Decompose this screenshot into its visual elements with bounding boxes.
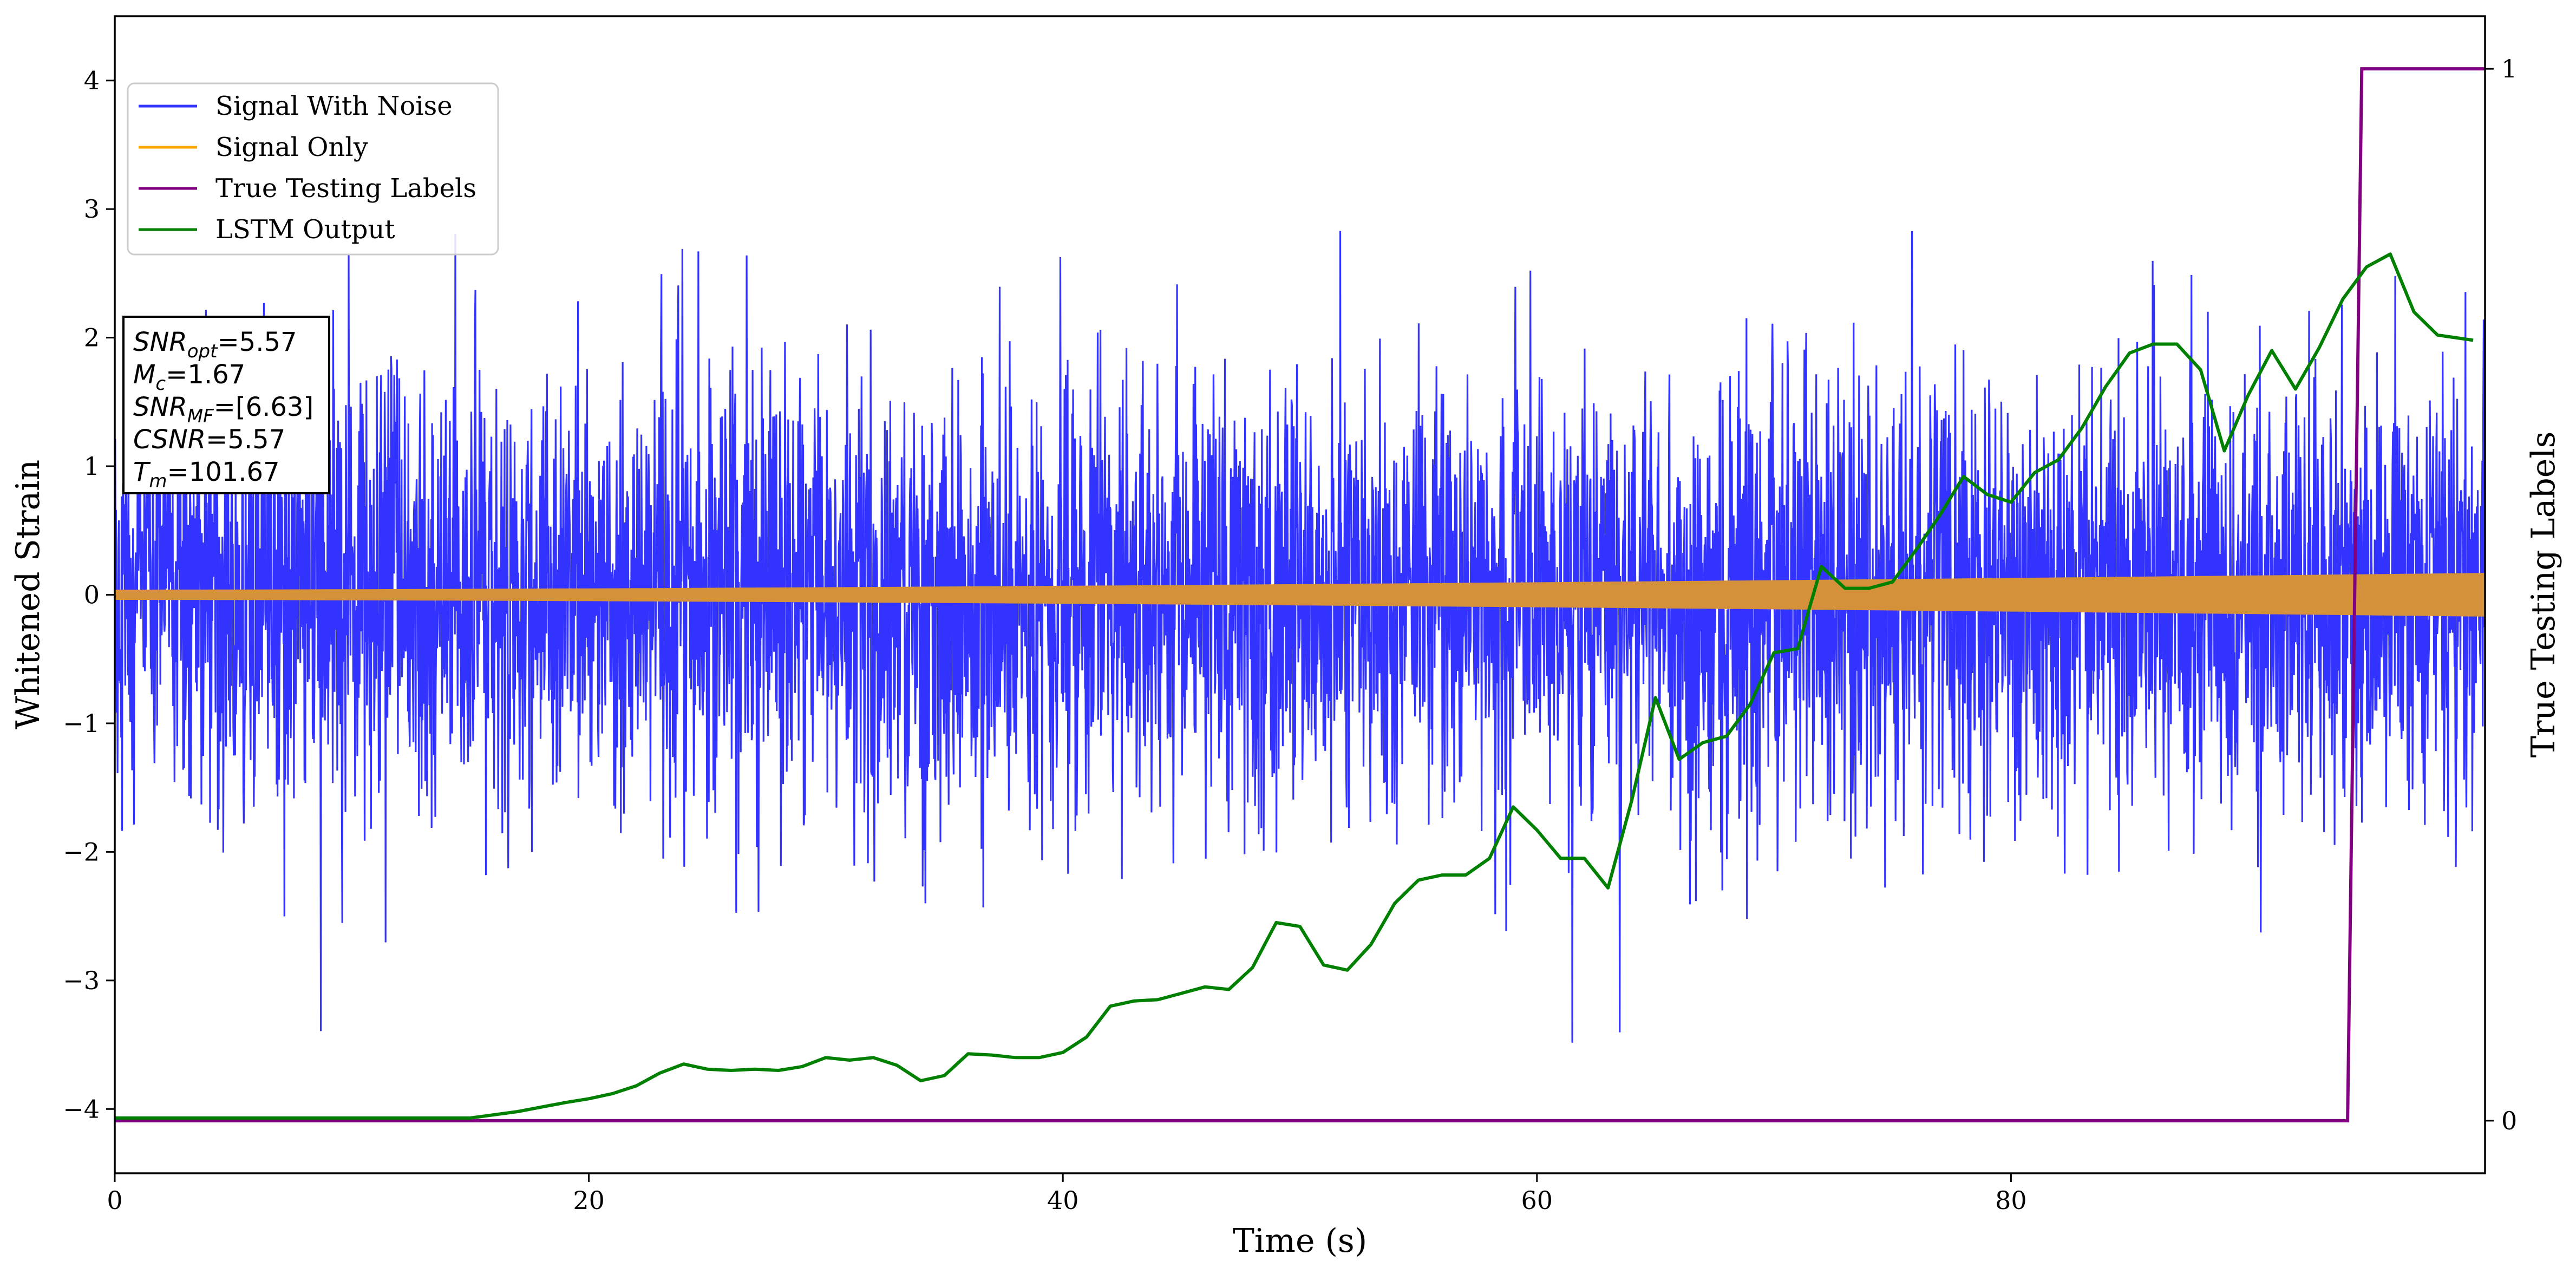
x-axis: 0 20 40 60 80 — [107, 1173, 2027, 1215]
y2-axis: 01 — [2485, 54, 2517, 1135]
y-tick-label: 3 — [84, 194, 100, 224]
annotation-subscript: c — [155, 373, 166, 395]
legend-entry: True Testing Labels — [215, 173, 476, 204]
y-tick-label: −2 — [63, 837, 100, 866]
legend-entry: Signal With Noise — [215, 91, 453, 121]
x-tick-label: 60 — [1521, 1186, 1553, 1215]
annotation-line: Mc=1.67 — [133, 360, 245, 395]
annotation-value: =[6.63] — [214, 392, 314, 422]
annotation-line: CSNR=5.57 — [133, 424, 285, 455]
annotation-symbol: M — [133, 360, 155, 390]
annotation-symbol: CSNR — [133, 424, 206, 455]
x-axis-title: Time (s) — [1233, 1222, 1367, 1260]
legend-frame — [127, 82, 499, 256]
series-signal-only-band — [115, 573, 2485, 617]
legend-entry: LSTM Output — [215, 214, 395, 245]
plot-area — [115, 67, 2485, 1122]
y-tick-label: 4 — [84, 66, 100, 95]
annotation-box: SNRopt=5.57Mc=1.67SNRMF=[6.63]CSNR=5.57T… — [122, 316, 330, 494]
annotation-symbol: T — [133, 457, 151, 487]
annotation-line: SNRMF=[6.63] — [133, 392, 313, 427]
y-tick-label: −1 — [63, 709, 100, 738]
y2-axis-title: True Testing Labels — [2525, 432, 2562, 758]
series-lstm-output-line — [115, 252, 2474, 1120]
y2-tick-label: 0 — [2501, 1106, 2517, 1135]
x-tick-label: 0 — [107, 1186, 122, 1215]
annotation-frame — [122, 316, 330, 494]
legend-entry: Signal Only — [215, 132, 368, 162]
y-tick-label: −3 — [63, 966, 100, 995]
annotation-value: =1.67 — [166, 360, 245, 390]
annotation-value: =101.67 — [167, 457, 279, 487]
y2-tick-label: 1 — [2501, 54, 2517, 83]
annotation-line: Tm=101.67 — [133, 457, 280, 492]
series-true-testing-labels-line — [115, 67, 2485, 1122]
series-signal-with-noise-line — [115, 231, 2485, 1043]
y-tick-label: 0 — [84, 580, 100, 610]
y-axis: −4 −3 −2 −1 0 1 2 3 4 — [63, 66, 115, 1123]
annotation-subscript: MF — [187, 406, 214, 427]
annotation-symbol: SNR — [133, 392, 187, 422]
legend: Signal With Noise Signal Only True Testing… — [127, 82, 499, 256]
annotation-subscript: m — [149, 471, 167, 492]
y-tick-label: 1 — [84, 452, 100, 481]
x-tick-label: 80 — [1995, 1186, 2027, 1215]
y-tick-label: −4 — [63, 1094, 100, 1123]
x-tick-label: 20 — [573, 1186, 605, 1215]
annotation-value: =5.57 — [206, 424, 285, 455]
y-tick-label: 2 — [84, 323, 100, 352]
y-axis-title: Whitened Strain — [9, 460, 47, 729]
x-tick-label: 40 — [1047, 1186, 1079, 1215]
annotation-value: =5.57 — [217, 327, 297, 357]
annotation-line: SNRopt=5.57 — [133, 327, 297, 362]
annotation-symbol: SNR — [133, 327, 187, 357]
annotation-subscript: opt — [187, 341, 218, 362]
